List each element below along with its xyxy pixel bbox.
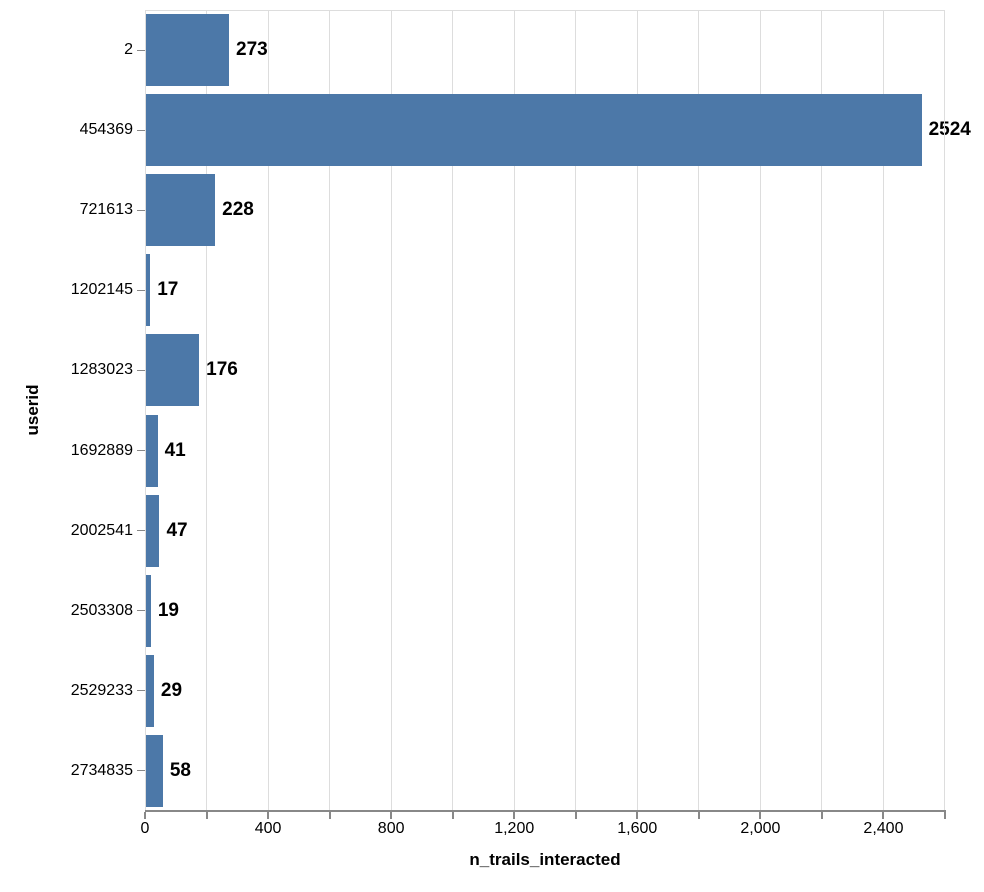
y-axis-tick	[137, 369, 145, 371]
x-axis-label: 1,600	[617, 820, 658, 837]
x-axis-label: 1,200	[494, 820, 535, 837]
y-axis-label: 2734835	[70, 761, 133, 779]
bar-value-label: 47	[166, 519, 188, 541]
gridline	[698, 10, 700, 811]
bar	[145, 574, 151, 647]
x-axis-tick	[513, 812, 516, 819]
y-axis-tick	[137, 49, 145, 51]
x-axis-tick	[697, 812, 700, 819]
y-axis-tick	[137, 129, 145, 131]
x-axis-tick	[944, 812, 946, 819]
y-axis-label: 454369	[79, 121, 133, 139]
y-axis-tick	[137, 450, 145, 452]
bar	[145, 734, 163, 807]
y-axis-tick	[137, 530, 145, 532]
bar	[145, 174, 216, 247]
gridline	[206, 10, 208, 811]
y-axis-label: 1692889	[70, 441, 133, 459]
gridline	[821, 10, 823, 811]
y-axis-title: userid	[23, 384, 42, 436]
y-axis-label: 2	[124, 41, 133, 59]
y-axis-label: 721613	[79, 201, 133, 219]
gridline	[390, 10, 392, 811]
y-axis-tick	[137, 690, 145, 692]
y-axis-tick	[137, 209, 145, 211]
bar-value-label: 29	[160, 679, 183, 701]
x-axis-tick	[636, 812, 639, 819]
x-axis-label: 800	[377, 820, 405, 837]
x-axis-tick	[451, 812, 454, 819]
gridline	[636, 10, 638, 811]
bar	[145, 14, 229, 87]
x-axis-tick	[328, 812, 331, 819]
bar-value-label: 58	[169, 759, 191, 781]
x-axis-label: 0	[140, 820, 150, 837]
gridline	[575, 10, 577, 811]
x-axis-tick	[205, 812, 208, 819]
gridline	[513, 10, 515, 811]
x-axis-label: 400	[254, 820, 282, 837]
bar	[145, 494, 160, 567]
bar-value-label: 176	[206, 359, 238, 381]
bar-value-label: 41	[164, 439, 186, 461]
y-axis-tick	[137, 610, 145, 612]
x-axis-title: n_trails_interacted	[469, 850, 621, 869]
x-axis-tick	[574, 812, 577, 819]
y-axis-label: 1202145	[70, 281, 133, 299]
bar	[145, 654, 154, 727]
bar-value-label: 228	[222, 199, 254, 221]
x-axis-tick	[820, 812, 823, 819]
x-axis-tick	[267, 812, 270, 819]
gridline	[759, 10, 761, 811]
x-axis-tick	[390, 812, 393, 819]
x-axis-tick	[882, 812, 885, 819]
y-axis-label: 2002541	[70, 521, 133, 539]
bar	[145, 334, 200, 407]
bar	[145, 254, 151, 327]
plot-area: 273 2524 228 17 176 41 47 19 29 58	[145, 10, 971, 811]
x-axis-line	[145, 810, 946, 812]
y-axis-tick	[137, 289, 145, 291]
y-axis-label: 2503308	[70, 601, 133, 619]
y-axis-label: 2529233	[70, 681, 133, 699]
gridline	[882, 10, 884, 811]
y-axis-tick	[137, 770, 145, 772]
bar-value-label: 2524	[928, 119, 971, 141]
x-axis-label: 2,000	[740, 820, 781, 837]
x-axis-label: 2,400	[863, 820, 904, 837]
x-axis-tick	[144, 812, 146, 819]
bar-value-label: 273	[236, 39, 268, 61]
bar-value-label: 19	[157, 599, 179, 621]
bar-value-label: 17	[157, 279, 179, 301]
y-axis-label: 1283023	[70, 361, 133, 379]
gridline	[267, 10, 269, 811]
x-axis-tick	[759, 812, 762, 819]
bar	[145, 94, 922, 167]
gridline	[452, 10, 454, 811]
bar	[145, 414, 158, 487]
gridline	[329, 10, 331, 811]
